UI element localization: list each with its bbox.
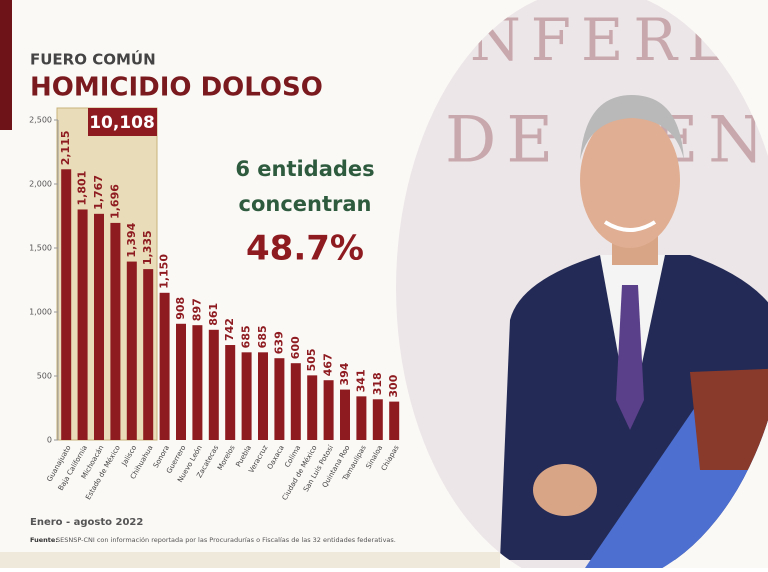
value-label: 318	[371, 372, 384, 395]
value-label: 1,335	[141, 230, 154, 265]
bar	[77, 209, 88, 440]
value-label: 1,801	[76, 171, 89, 206]
value-label: 1,696	[108, 184, 121, 219]
bar	[176, 323, 186, 440]
annotation-share: 48.7%	[246, 229, 364, 269]
annotation-line: 6 entidades	[235, 157, 374, 181]
bar	[372, 399, 383, 440]
value-label: 505	[305, 348, 318, 371]
value-label: 897	[190, 298, 203, 321]
source: SESNSP-CNI con información reportada por…	[56, 536, 396, 544]
y-tick-label: 1,500	[29, 244, 52, 253]
bar	[61, 169, 72, 440]
period: Enero - agosto 2022	[30, 517, 143, 528]
bar	[274, 358, 285, 440]
footer-band	[0, 552, 500, 568]
highlight-total: 10,108	[89, 113, 155, 133]
photo: NFERE DE REN	[396, 0, 768, 572]
bar	[241, 352, 252, 440]
y-tick-label: 500	[37, 372, 52, 381]
bar	[340, 389, 350, 440]
bar	[290, 363, 301, 440]
highlight-region	[56, 107, 158, 441]
bar	[126, 261, 137, 440]
tie	[616, 285, 644, 430]
bar	[389, 401, 400, 440]
accent-stripe	[0, 0, 12, 130]
value-label: 394	[338, 362, 351, 385]
bar	[94, 213, 104, 440]
y-tick-label: 2,000	[29, 180, 52, 189]
source-label: Fuente:	[30, 536, 58, 544]
value-label: 1,394	[125, 222, 138, 257]
bar	[356, 396, 367, 440]
value-label: 467	[322, 353, 335, 376]
bar	[159, 292, 170, 440]
chart-title: HOMICIDIO DOLOSO	[30, 73, 323, 103]
bar	[110, 222, 121, 440]
smile	[603, 220, 657, 232]
bar	[192, 325, 203, 440]
y-tick-label: 0	[47, 436, 52, 445]
bar	[307, 375, 318, 440]
y-tick-label: 1,000	[29, 308, 52, 317]
value-label: 1,767	[92, 175, 105, 210]
bar	[258, 352, 268, 440]
value-label: 861	[207, 303, 220, 326]
hair	[580, 95, 684, 160]
value-label: 300	[387, 374, 400, 397]
bar	[208, 329, 219, 440]
value-label: 685	[256, 325, 269, 348]
value-label: 639	[272, 331, 285, 354]
chart-subtitle: FUERO COMÚN	[30, 50, 156, 69]
bar	[323, 380, 334, 440]
value-label: 908	[174, 297, 187, 320]
annotation-line: concentran	[239, 192, 372, 216]
value-label: 742	[223, 318, 236, 341]
value-label: 600	[289, 336, 302, 359]
y-tick-label: 2,500	[29, 116, 52, 125]
highlight-badge	[88, 108, 157, 136]
face	[580, 112, 680, 248]
hand	[533, 464, 597, 516]
value-label: 685	[240, 325, 253, 348]
value-label: 1,150	[158, 254, 171, 289]
value-label: 2,115	[59, 130, 72, 165]
bar	[143, 269, 154, 440]
bar	[225, 345, 236, 440]
value-label: 341	[354, 369, 367, 392]
